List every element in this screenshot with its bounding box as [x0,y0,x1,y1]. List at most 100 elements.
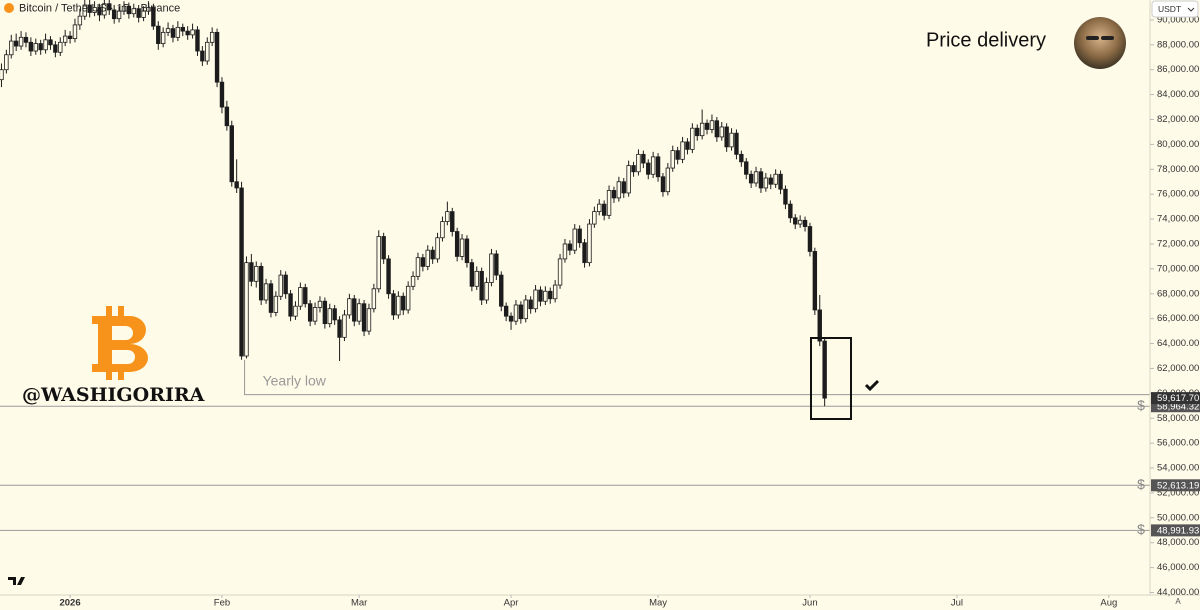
candle-body [807,226,813,252]
candle-body [567,243,573,251]
candle-body [680,141,685,160]
candle-body [258,265,264,301]
candle-body [342,314,347,338]
tv-logo [8,577,25,585]
axes: 44,000.00 46,000.00 48,000.00 50,000.00 52,0… [59,14,1200,609]
y-tick-label: 78,000.00 [1157,164,1199,175]
level-icon: $ [1137,397,1145,413]
candle-body [513,304,519,322]
level-icon: $ [1137,476,1145,492]
dropdown-icon[interactable] [1187,7,1195,12]
candle-body [263,283,269,301]
avatar [1074,17,1126,69]
x-tick-label: Aug [1100,598,1117,609]
candle-body [278,274,283,297]
candle-body [185,30,190,36]
currency-label[interactable]: USDT [1158,4,1181,14]
candle-body [317,300,323,308]
candle-body [4,54,9,71]
candle-body [528,299,533,310]
candle-body [562,243,568,260]
candle-body [175,26,181,38]
candle-body [538,289,543,302]
candle-body [53,44,58,53]
candle-body [744,161,749,175]
candle-body [479,270,484,301]
candle-body [190,29,195,36]
candle-body [626,165,631,194]
candle-body [332,308,337,321]
candle-body [254,265,259,282]
candle-body [420,257,426,267]
y-tick-label: 74,000.00 [1157,214,1199,225]
candle-body [822,340,827,399]
candle-body [587,223,592,264]
highlight-box [810,337,852,420]
candle-body [356,303,362,322]
candle-body [146,7,151,12]
candle-body [797,219,803,225]
candle-body [396,295,401,316]
candle-body [352,298,357,322]
bitcoin-logo [92,306,148,380]
candle-body [121,5,127,12]
candle-body [748,173,754,184]
y-tick-label: 52,000.00 [1157,487,1199,498]
candle-body [244,262,249,357]
candle-body [116,10,122,20]
candle-body [430,249,435,260]
candle-body [489,253,494,283]
candle-body [347,298,352,316]
candle-body [763,177,769,189]
candle-body [724,126,729,148]
plot-area: Yearly low $ $ $ [0,0,1150,537]
candle-body [18,36,24,47]
y-tick-label: 56,000.00 [1157,438,1199,449]
candle-body [48,39,53,46]
candle-body [156,25,161,44]
x-tick-label: May [649,598,667,609]
level-tag-label: 48,991.93 [1157,525,1199,536]
candle-body [298,287,303,307]
candle-body [327,308,332,325]
y-tick-label: 90,000.00 [1157,14,1199,25]
y-tick-label: 84,000.00 [1157,89,1199,100]
candle-body [577,228,582,244]
candle-body [229,125,234,183]
candle-body [219,81,225,108]
candle-body [582,242,587,264]
candle-body [606,190,612,216]
candle-body [729,132,734,148]
candle-body [758,171,764,189]
y-tick-label: 66,000.00 [1157,313,1199,324]
candle-body [0,69,4,81]
candle-body [494,253,499,276]
candle-body [739,153,744,163]
candle-body [82,4,87,17]
candle-body [812,251,818,311]
candle-body [273,295,279,313]
candle-body [381,236,386,260]
candle-body [601,203,607,216]
candle-body [802,219,808,227]
candle-body [38,43,43,51]
y-tick-label: 46,000.00 [1157,562,1199,573]
candle-body [239,187,244,357]
candle-body [160,31,166,44]
currency-button[interactable] [1151,0,1199,18]
candle-body [249,262,254,282]
candle-body [23,36,29,43]
candle-body [783,188,788,205]
y-tick-label: 68,000.00 [1157,288,1199,299]
candle-body [307,303,313,322]
level-tag [1151,524,1200,537]
candle-body [714,120,720,138]
candle-body [126,5,132,15]
scale-mode[interactable]: A [1175,597,1181,606]
candle-body [151,7,156,27]
candle-body [170,28,176,38]
level-tag-label: 58,964.32 [1157,401,1199,412]
candle-body [469,262,475,287]
candle-body [405,285,411,311]
